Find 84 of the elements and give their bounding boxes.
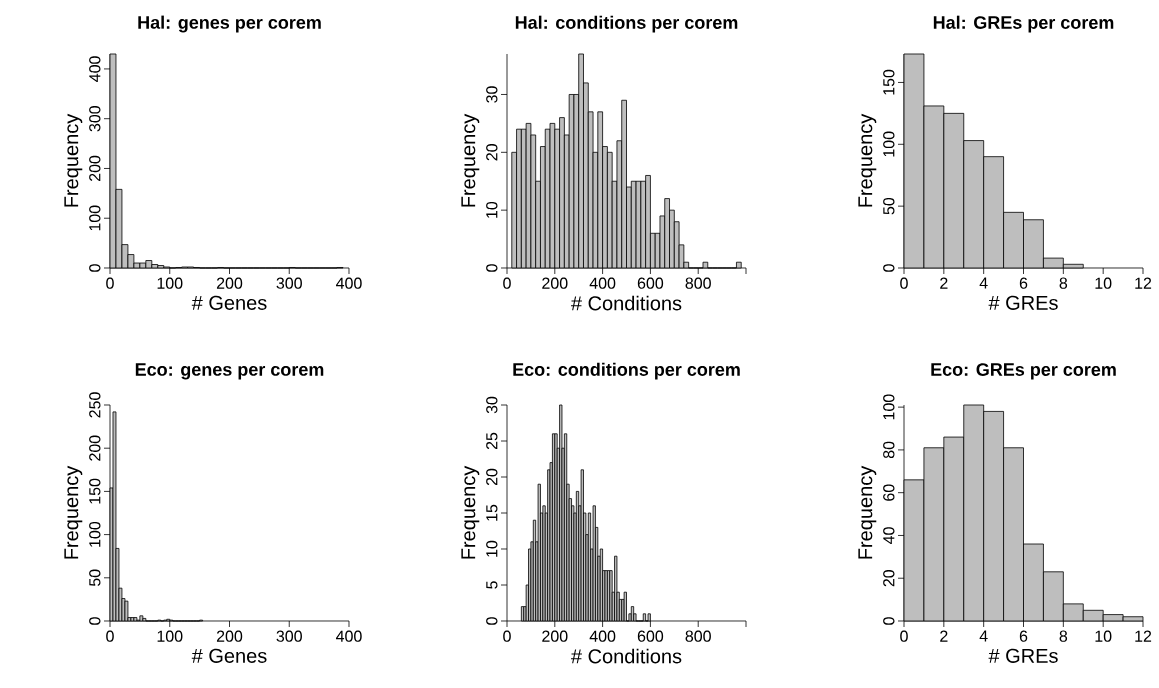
x-tick-label: 6 xyxy=(1019,277,1028,289)
x-tick-label: 400 xyxy=(589,630,616,642)
x-axis-title: # Conditions xyxy=(571,648,682,664)
x-tick-label: 100 xyxy=(157,630,183,642)
y-axis-title: Frequency xyxy=(461,465,480,559)
y-tick-label: 30 xyxy=(486,396,498,414)
y-tick-label: 15 xyxy=(486,504,498,521)
y-tick-label: 0 xyxy=(89,264,101,272)
x-tick-label: 200 xyxy=(542,630,568,642)
y-tick-label: 150 xyxy=(883,69,895,95)
x-tick-label: 300 xyxy=(276,277,302,289)
x-axis-title: # Genes xyxy=(191,295,267,310)
x-tick-label: 0 xyxy=(900,277,908,289)
y-tick-label: 100 xyxy=(89,205,101,231)
x-axis-title: # Genes xyxy=(191,648,267,663)
y-tick-label: 0 xyxy=(89,617,101,625)
x-tick-label: 800 xyxy=(685,277,711,289)
y-tick-label: 250 xyxy=(89,392,101,418)
y-tick-label: 50 xyxy=(883,197,895,215)
y-tick-label: 400 xyxy=(89,56,101,82)
y-axis-title: Frequency xyxy=(64,113,83,207)
chart-title: Eco: conditions per corem xyxy=(513,362,740,380)
y-tick-label: 150 xyxy=(89,478,101,504)
chart-title: Hal: GREs per corem xyxy=(933,15,1114,33)
y-tick-label: 0 xyxy=(883,617,895,625)
y-tick-label: 25 xyxy=(486,432,498,450)
x-tick-label: 12 xyxy=(1135,630,1152,642)
y-tick-label: 200 xyxy=(89,435,101,461)
x-axis-title: # Conditions xyxy=(571,295,682,311)
x-tick-label: 400 xyxy=(336,277,362,289)
y-tick-label: 0 xyxy=(486,264,498,272)
y-tick-label: 20 xyxy=(486,144,498,161)
x-axis-title: # GREs xyxy=(988,295,1058,310)
y-tick-label: 300 xyxy=(89,105,101,132)
x-tick-label: 600 xyxy=(637,277,664,289)
x-tick-label: 4 xyxy=(979,630,988,642)
y-tick-label: 10 xyxy=(486,201,498,218)
x-tick-label: 2 xyxy=(940,277,948,289)
x-tick-label: 800 xyxy=(685,630,711,642)
chart-title: Hal: conditions per corem xyxy=(515,15,738,33)
x-tick-label: 300 xyxy=(276,630,302,642)
x-tick-label: 400 xyxy=(589,277,616,289)
x-tick-label: 6 xyxy=(1019,630,1028,642)
x-tick-label: 8 xyxy=(1059,630,1068,642)
y-tick-label: 60 xyxy=(883,484,895,501)
y-axis-title: Frequency xyxy=(858,465,877,559)
y-tick-label: 20 xyxy=(883,569,895,587)
y-tick-label: 5 xyxy=(486,581,498,589)
x-tick-label: 600 xyxy=(637,630,664,642)
y-tick-label: 0 xyxy=(883,264,895,272)
y-tick-label: 0 xyxy=(486,617,498,625)
x-tick-label: 400 xyxy=(336,630,362,642)
chart-title: Hal: genes per corem xyxy=(138,15,321,33)
y-tick-label: 80 xyxy=(883,441,895,459)
y-tick-label: 100 xyxy=(89,521,101,547)
x-tick-label: 200 xyxy=(216,277,243,289)
x-tick-label: 0 xyxy=(503,630,511,642)
chart-title: Eco: GREs per corem xyxy=(931,363,1116,380)
x-tick-label: 0 xyxy=(106,630,114,642)
x-tick-label: 4 xyxy=(979,277,988,289)
y-axis-title: Frequency xyxy=(64,465,83,559)
x-tick-label: 0 xyxy=(106,277,114,289)
x-tick-label: 0 xyxy=(503,277,511,289)
y-tick-label: 30 xyxy=(486,86,498,103)
y-axis-title: Frequency xyxy=(858,113,877,207)
y-tick-label: 100 xyxy=(883,394,895,420)
y-tick-label: 50 xyxy=(89,569,101,587)
x-tick-label: 12 xyxy=(1135,277,1152,289)
x-axis-title: # GREs xyxy=(988,648,1058,663)
x-tick-label: 200 xyxy=(542,277,568,289)
x-tick-label: 200 xyxy=(216,630,243,642)
x-tick-label: 8 xyxy=(1059,277,1068,289)
y-tick-label: 40 xyxy=(883,527,895,544)
x-tick-label: 0 xyxy=(900,630,908,642)
y-tick-label: 200 xyxy=(89,155,101,182)
y-tick-label: 20 xyxy=(486,468,498,486)
x-tick-label: 100 xyxy=(157,277,183,289)
chart-title: Eco: genes per corem xyxy=(135,363,324,380)
x-tick-label: 2 xyxy=(940,630,948,642)
y-axis-title: Frequency xyxy=(461,113,480,207)
x-tick-label: 10 xyxy=(1095,630,1112,642)
y-tick-label: 100 xyxy=(883,131,895,157)
x-tick-label: 10 xyxy=(1095,277,1112,289)
y-tick-label: 10 xyxy=(486,540,498,557)
